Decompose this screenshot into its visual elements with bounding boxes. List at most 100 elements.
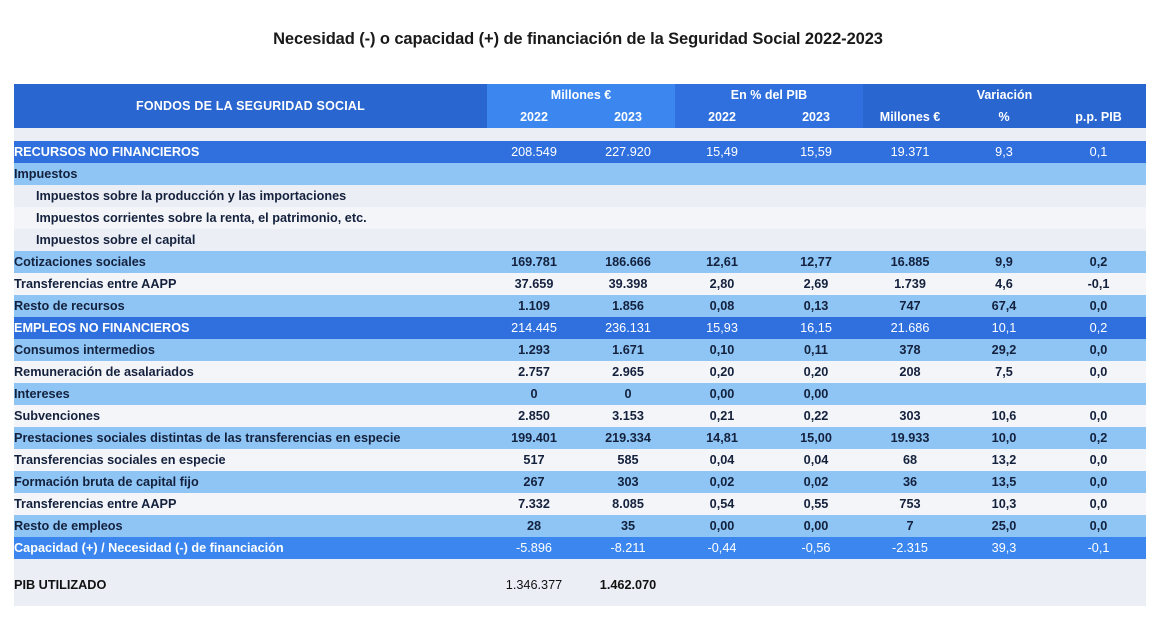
row-cell: 37.659 (487, 273, 581, 295)
row-label: Transferencias entre AAPP (14, 273, 487, 295)
table-row-pib: PIB UTILIZADO 1.346.377 1.462.070 (14, 572, 1146, 598)
row-cell: 0,11 (769, 339, 863, 361)
row-cell: 0,0 (1051, 449, 1146, 471)
column-header-variacion-pct: % (957, 106, 1051, 128)
row-cell: 35 (581, 515, 675, 537)
table-row: Cotizaciones sociales 169.781 186.666 12,61… (14, 251, 1146, 273)
row-cell (675, 163, 769, 185)
column-header-millones-2023: 2023 (581, 106, 675, 128)
row-cell: 0,00 (769, 383, 863, 405)
row-cell: 39.398 (581, 273, 675, 295)
row-cell: 1.109 (487, 295, 581, 317)
row-cell: -0,1 (1051, 273, 1146, 295)
row-label: Impuestos sobre el capital (14, 229, 487, 251)
row-cell: 219.334 (581, 427, 675, 449)
row-cell (957, 229, 1051, 251)
spacer-cell (581, 128, 675, 141)
row-cell: 19.933 (863, 427, 957, 449)
row-label: Formación bruta de capital fijo (14, 471, 487, 493)
spacer-cell (487, 559, 581, 572)
row-cell (675, 185, 769, 207)
table-row: Capacidad (+) / Necesidad (-) de financi… (14, 537, 1146, 559)
row-cell (1051, 185, 1146, 207)
spacer-cell (957, 598, 1051, 606)
row-cell: 0,0 (1051, 295, 1146, 317)
row-cell: 0,00 (675, 515, 769, 537)
row-cell: 0,08 (675, 295, 769, 317)
row-cell: 208.549 (487, 141, 581, 163)
row-cell: 0,00 (769, 515, 863, 537)
row-cell: 19.371 (863, 141, 957, 163)
spacer-cell (1051, 559, 1146, 572)
row-label: Impuestos sobre la producción y las impo… (14, 185, 487, 207)
row-cell: 8.085 (581, 493, 675, 515)
row-cell: 0,0 (1051, 405, 1146, 427)
row-cell: 0 (581, 383, 675, 405)
row-cell (1051, 383, 1146, 405)
row-cell: 0,20 (769, 361, 863, 383)
row-cell (769, 185, 863, 207)
row-label: Prestaciones sociales distintas de las t… (14, 427, 487, 449)
row-label: Subvenciones (14, 405, 487, 427)
financial-table: FONDOS DE LA SEGURIDAD SOCIAL Millones €… (14, 84, 1146, 606)
row-cell (863, 383, 957, 405)
column-group-millones: Millones € (487, 84, 675, 106)
row-label: Impuestos (14, 163, 487, 185)
table-spacer-row (14, 559, 1146, 572)
row-cell: 0,2 (1051, 251, 1146, 273)
table-row: Subvenciones 2.850 3.153 0,21 0,22 303 10,6 0,0 (14, 405, 1146, 427)
row-label: RECURSOS NO FINANCIEROS (14, 141, 487, 163)
row-cell (863, 207, 957, 229)
spacer-cell (1051, 128, 1146, 141)
row-cell (675, 572, 769, 598)
column-header-variacion-pppib: p.p. PIB (1051, 106, 1146, 128)
row-cell: 1.856 (581, 295, 675, 317)
row-cell: 16.885 (863, 251, 957, 273)
row-cell (581, 207, 675, 229)
table-row: Consumos intermedios 1.293 1.671 0,10 0,11 37… (14, 339, 1146, 361)
row-cell: 0,0 (1051, 471, 1146, 493)
row-cell: 0,54 (675, 493, 769, 515)
row-cell (769, 229, 863, 251)
row-label: EMPLEOS NO FINANCIEROS (14, 317, 487, 339)
row-cell (769, 572, 863, 598)
row-cell: 13,5 (957, 471, 1051, 493)
row-cell: 753 (863, 493, 957, 515)
row-cell: 10,1 (957, 317, 1051, 339)
row-cell: 0,2 (1051, 317, 1146, 339)
table-row: Impuestos corrientes sobre la renta, el … (14, 207, 1146, 229)
row-cell: 21.686 (863, 317, 957, 339)
row-cell: 186.666 (581, 251, 675, 273)
spacer-cell (769, 598, 863, 606)
spacer-cell (863, 559, 957, 572)
row-cell: -2.315 (863, 537, 957, 559)
row-cell: 0,04 (769, 449, 863, 471)
row-cell: 14,81 (675, 427, 769, 449)
row-cell: 747 (863, 295, 957, 317)
table-row: Impuestos (14, 163, 1146, 185)
row-cell: 7.332 (487, 493, 581, 515)
table-row: Remuneración de asalariados 2.757 2.965 0,2… (14, 361, 1146, 383)
row-cell: 208 (863, 361, 957, 383)
table-header: FONDOS DE LA SEGURIDAD SOCIAL Millones €… (14, 84, 1146, 128)
table-row: Formación bruta de capital fijo 267 303 0,0… (14, 471, 1146, 493)
spacer-cell (581, 559, 675, 572)
row-cell: 236.131 (581, 317, 675, 339)
row-cell: 12,77 (769, 251, 863, 273)
row-cell: 15,49 (675, 141, 769, 163)
column-group-pib: En % del PIB (675, 84, 863, 106)
row-cell: 10,6 (957, 405, 1051, 427)
row-cell (863, 185, 957, 207)
row-cell: 0,20 (675, 361, 769, 383)
row-cell (863, 163, 957, 185)
row-cell: 1.739 (863, 273, 957, 295)
row-cell (863, 572, 957, 598)
header-row-subcolumns: 2022 2023 2022 2023 Millones € % p.p. PI… (14, 106, 1146, 128)
row-cell (957, 572, 1051, 598)
row-cell: 0,2 (1051, 427, 1146, 449)
row-cell: 0,55 (769, 493, 863, 515)
row-cell: 7 (863, 515, 957, 537)
row-cell (1051, 572, 1146, 598)
row-label: Intereses (14, 383, 487, 405)
column-header-variacion-millones: Millones € (863, 106, 957, 128)
